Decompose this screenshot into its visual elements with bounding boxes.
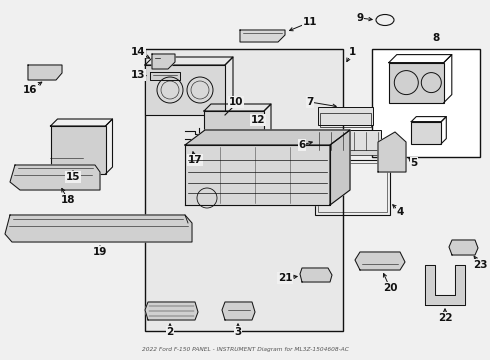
Text: 10: 10: [229, 97, 243, 107]
Text: 21: 21: [278, 273, 292, 283]
Polygon shape: [355, 252, 405, 270]
Polygon shape: [330, 130, 350, 205]
Polygon shape: [222, 302, 255, 320]
Polygon shape: [240, 30, 285, 42]
Text: 4: 4: [396, 207, 404, 217]
Polygon shape: [185, 130, 350, 145]
Bar: [318, 163, 387, 212]
Polygon shape: [152, 54, 175, 69]
Text: 16: 16: [23, 85, 37, 95]
Text: 7: 7: [306, 97, 314, 107]
Bar: [204, 111, 264, 153]
Bar: [316, 130, 381, 152]
Bar: [411, 122, 441, 144]
Polygon shape: [28, 65, 62, 80]
Text: 13: 13: [131, 70, 145, 80]
Text: 2022 Ford F-150 PANEL - INSTRUMENT Diagram for ML3Z-1504608-AC: 2022 Ford F-150 PANEL - INSTRUMENT Diagr…: [142, 347, 348, 352]
Text: 11: 11: [303, 17, 317, 27]
Text: 12: 12: [251, 115, 265, 125]
Text: 14: 14: [131, 47, 146, 57]
Text: 9: 9: [356, 13, 364, 23]
Bar: [318, 107, 373, 125]
Polygon shape: [10, 165, 100, 190]
Text: 8: 8: [433, 33, 440, 42]
Text: 6: 6: [298, 140, 306, 150]
Text: 15: 15: [66, 172, 80, 182]
Bar: [320, 113, 371, 127]
Bar: [145, 49, 343, 331]
Text: 22: 22: [438, 313, 452, 323]
Polygon shape: [185, 145, 330, 205]
Polygon shape: [145, 302, 198, 320]
Text: 17: 17: [188, 155, 202, 165]
Text: 18: 18: [61, 195, 75, 205]
Bar: [372, 49, 480, 157]
Polygon shape: [150, 72, 180, 80]
Text: 23: 23: [473, 260, 487, 270]
Text: 5: 5: [411, 158, 417, 168]
Text: 1: 1: [348, 47, 356, 57]
Text: 20: 20: [383, 283, 397, 293]
Bar: [145, 65, 225, 115]
Bar: [318, 150, 379, 155]
Text: 3: 3: [234, 327, 242, 337]
Polygon shape: [5, 215, 192, 242]
Polygon shape: [449, 240, 478, 255]
Text: 2: 2: [167, 327, 173, 337]
Bar: [389, 63, 444, 103]
Polygon shape: [378, 132, 406, 172]
Bar: [50, 126, 105, 174]
Text: 19: 19: [93, 247, 107, 257]
Polygon shape: [425, 265, 465, 305]
Polygon shape: [300, 268, 332, 282]
Bar: [315, 160, 390, 215]
